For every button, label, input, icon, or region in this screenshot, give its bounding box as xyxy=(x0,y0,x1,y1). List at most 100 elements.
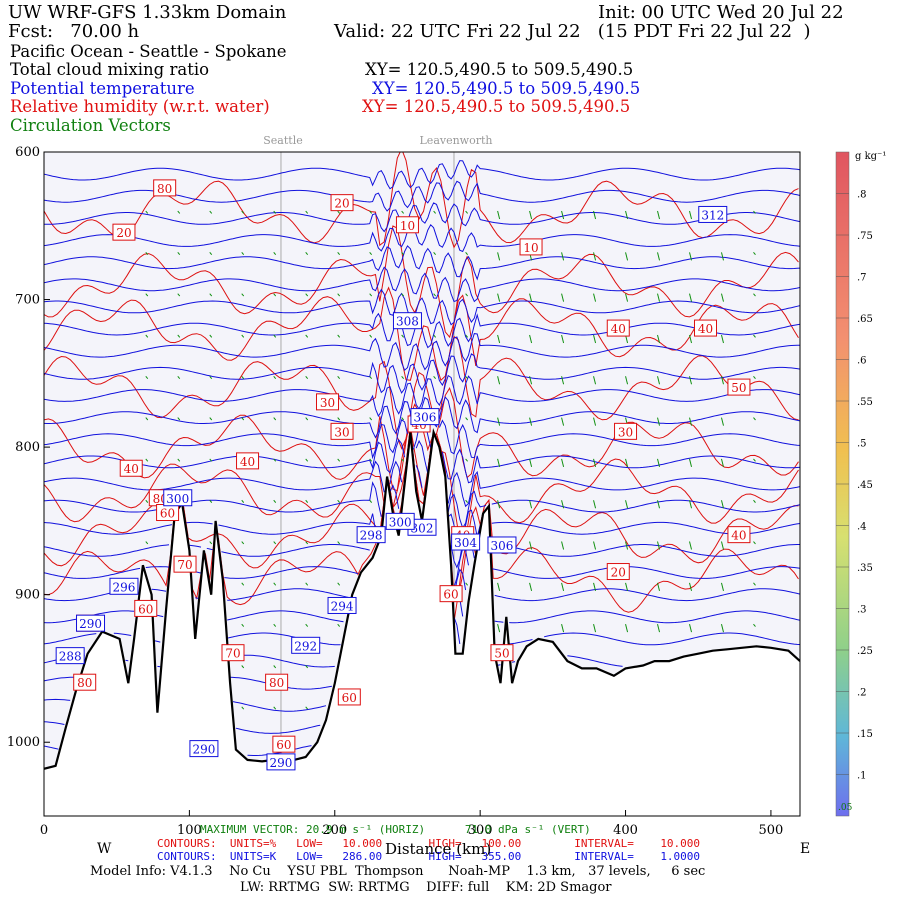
circulation-vector xyxy=(401,375,405,380)
rh-contour xyxy=(44,152,799,249)
rh-contour-label: 80 xyxy=(73,673,97,691)
rh-contour-label: 80 xyxy=(153,179,177,197)
theta-contour xyxy=(44,333,800,372)
x-tick-label: 400 xyxy=(613,823,638,838)
west-label: W xyxy=(97,841,112,857)
circulation-vector xyxy=(145,541,149,545)
theta-label-text: 308 xyxy=(396,315,419,329)
colorbar-tick-label: .45 xyxy=(857,480,873,491)
circulation-vector xyxy=(497,252,501,261)
circulation-vector xyxy=(337,623,341,627)
circulation-vector xyxy=(209,375,213,380)
circulation-vector xyxy=(753,623,756,627)
theta-label-text: 288 xyxy=(59,650,82,664)
theta-contour xyxy=(44,547,800,588)
circulation-vector xyxy=(721,500,724,509)
circulation-vector xyxy=(529,541,533,550)
colorbar-bottom-label: .05 xyxy=(838,803,853,813)
rh-contour-label: 40 xyxy=(119,459,143,477)
rh-label-text: 30 xyxy=(334,425,349,439)
model-domain-title: UW WRF-GFS 1.33km Domain xyxy=(8,2,287,23)
circulation-vector xyxy=(529,210,533,220)
circulation-vector xyxy=(593,210,597,220)
theta-label-text: 296 xyxy=(113,580,136,594)
circulation-vector xyxy=(337,293,341,297)
colorbar-tick-label: .15 xyxy=(857,729,873,740)
rh-contour xyxy=(44,335,799,450)
circulation-vector xyxy=(561,582,565,591)
circulation-vector xyxy=(529,582,533,591)
colorbar-tick-label: .6 xyxy=(857,356,867,367)
circulation-vector xyxy=(625,252,629,261)
rh-contour-label: 40 xyxy=(236,452,260,470)
theta-contour xyxy=(44,509,800,550)
forecast-hour: Fcst: 70.00 h xyxy=(8,21,140,42)
circulation-vector xyxy=(145,293,149,297)
theta-contour-label: 290 xyxy=(189,740,219,758)
circulation-vector xyxy=(209,334,213,338)
circulation-vector xyxy=(209,293,213,297)
circulation-vector xyxy=(625,458,629,468)
circulation-vector xyxy=(593,334,597,344)
circulation-vector xyxy=(593,417,597,426)
circulation-vector xyxy=(369,458,373,462)
circulation-vector xyxy=(305,582,309,586)
circulation-vector xyxy=(465,375,468,380)
rh-label-text: 70 xyxy=(225,647,240,661)
theta-contour xyxy=(44,353,800,394)
rh-contour-label: 60 xyxy=(337,688,361,706)
rh-contour-label: 20 xyxy=(606,563,630,581)
rh-label-text: 60 xyxy=(160,507,175,521)
circulation-vector xyxy=(305,541,309,545)
circulation-vector xyxy=(497,293,501,302)
circulation-vector xyxy=(497,458,501,468)
circulation-vector xyxy=(561,293,565,302)
circulation-vector xyxy=(721,293,724,302)
field-name-cloud: Total cloud mixing ratio xyxy=(10,60,210,79)
circulation-vector xyxy=(625,376,629,385)
circulation-vector xyxy=(657,458,661,468)
rh-label-text: 60 xyxy=(138,602,153,616)
circulation-vector xyxy=(273,499,277,503)
contours-theta-info: CONTOURS: UNITS=K LOW= 286.00 HIGH= 355.… xyxy=(157,850,701,863)
theta-label-text: 292 xyxy=(294,639,317,653)
circulation-vector xyxy=(401,210,405,214)
circulation-vector xyxy=(369,499,373,503)
circulation-vector xyxy=(177,417,181,421)
east-label: E xyxy=(800,841,811,857)
circulation-vector xyxy=(337,541,341,545)
circulation-vector xyxy=(497,334,501,344)
circulation-vector xyxy=(145,252,149,256)
theta-contour xyxy=(44,396,800,439)
circulation-vector xyxy=(657,252,661,261)
circulation-vector xyxy=(689,252,692,261)
circulation-vector xyxy=(593,500,597,509)
circulation-vector xyxy=(593,624,597,633)
circulation-vector xyxy=(561,417,565,426)
circulation-vector xyxy=(433,293,437,297)
theta-label-text: 312 xyxy=(701,208,724,222)
circulation-vector xyxy=(529,293,533,302)
axes: 0 100 200 300 400 500 600 700 800 900 1000 xyxy=(7,145,783,838)
rh-label-text: 60 xyxy=(342,691,357,705)
contours-rh-info: CONTOURS: UNITS=% LOW= 10.000 HIGH= 100.… xyxy=(157,837,701,850)
rh-label-text: 40 xyxy=(124,462,139,476)
theta-label-text: 290 xyxy=(79,617,102,631)
circulation-vector xyxy=(625,624,629,633)
circulation-vector xyxy=(593,293,597,302)
theta-label-text: 300 xyxy=(389,515,412,529)
circulation-vector xyxy=(625,541,629,550)
rh-contour-label: 40 xyxy=(606,319,630,337)
circulation-vector xyxy=(689,582,692,591)
circulation-vector xyxy=(657,417,661,426)
circulation-vector xyxy=(721,458,724,468)
circulation-vector xyxy=(305,210,309,214)
theta-label-text: 298 xyxy=(360,529,383,543)
location-seattle: Seattle xyxy=(263,134,302,147)
circulation-vector xyxy=(753,334,756,338)
theta-contour-label: 290 xyxy=(76,614,106,632)
colorbar-tick-label: .2 xyxy=(857,688,867,699)
circulation-vector xyxy=(145,458,149,462)
circulation-vector xyxy=(177,375,181,380)
circulation-vector xyxy=(177,293,181,297)
